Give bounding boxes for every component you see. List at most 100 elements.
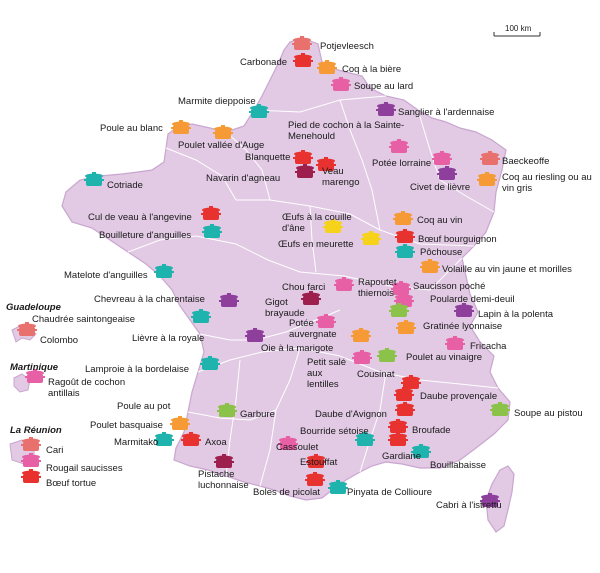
pot-icon: [306, 454, 326, 468]
region-border: [339, 99, 381, 231]
dish-label: Œufs en meurette: [278, 239, 354, 250]
dish-label: Cul de veau à l'angevine: [88, 212, 192, 223]
dish-label: Gigot brayaude: [265, 297, 305, 319]
dish-label: Poulet au vinaigre: [406, 352, 483, 363]
dish-label: Chevreau à la charentaise: [94, 294, 205, 305]
pot-markers: [17, 36, 510, 507]
reunion-dish-2: Rougail saucisses: [46, 463, 123, 474]
pot-icon: [377, 348, 397, 362]
pot-icon: [219, 293, 239, 307]
pot-icon: [490, 402, 510, 416]
dish-label: Broufade: [412, 425, 451, 436]
guadeloupe-title: Guadeloupe: [6, 302, 61, 313]
scale-bar: [493, 32, 541, 37]
dish-label: Poulet vallée d'Auge: [178, 140, 265, 151]
martinique-dish: Ragoût de cochon antillais: [48, 377, 126, 399]
pot-icon: [214, 454, 234, 468]
region-border: [197, 347, 499, 389]
dish-label: Cousinat: [357, 369, 395, 380]
pot-icon: [331, 77, 351, 91]
region-border: [309, 205, 317, 273]
france-mainland-shape: [61, 37, 511, 501]
pot-icon: [395, 402, 415, 416]
dish-label: Saucisson poché: [413, 281, 486, 292]
scale-label: 100 km: [505, 24, 532, 33]
dish-label: Civet de lièvre: [410, 182, 471, 193]
pot-icon: [432, 151, 452, 165]
dish-label: Baeckeoffe: [502, 156, 550, 167]
dish-label: Chaudrée saintongeaise: [32, 314, 135, 325]
dish-label: Cassoulet: [276, 442, 319, 453]
pot-icon: [394, 387, 414, 401]
dish-label: Rapoutet thiernois: [358, 277, 397, 299]
pot-icon: [389, 303, 409, 317]
pot-icon: [84, 172, 104, 186]
pot-icon: [393, 211, 413, 225]
pot-icon: [411, 444, 431, 458]
dish-label: Oie à la marigote: [261, 343, 334, 354]
dish-label: Potée lorraine: [372, 158, 432, 169]
dish-label: Lapin à la polenta: [478, 309, 554, 320]
reunion-dish-3: Bœuf tortue: [46, 478, 97, 489]
dish-label: Potjevleesch: [320, 41, 374, 52]
dish-label: Soupe au lard: [354, 81, 414, 92]
pot-icon: [249, 104, 269, 118]
dish-label: Lamproie à la bordelaise: [85, 364, 190, 375]
reunion-title: La Réunion: [10, 425, 62, 436]
pot-icon: [278, 436, 298, 450]
dish-label: Blanquette: [245, 152, 291, 163]
dish-label: Navarin d'agneau: [206, 173, 281, 184]
region-border: [236, 199, 475, 247]
dish-label: Estouffat: [300, 457, 338, 468]
pot-icon: [480, 493, 500, 507]
pot-icon: [293, 53, 313, 67]
pot-icon: [395, 244, 415, 258]
dish-label: Bouilleture d'anguilles: [99, 230, 192, 241]
pot-icon: [200, 356, 220, 370]
dish-label: Sanglier à l'ardennaise: [398, 107, 495, 118]
dish-label: Potée auvergnate: [289, 318, 337, 340]
dish-label: Poularde demi-deuil: [430, 294, 515, 305]
dish-label: Chou farci: [282, 282, 326, 293]
pot-icon: [351, 328, 371, 342]
dish-label: Bouillabaisse: [430, 460, 486, 471]
dish-label: Coq à la bière: [342, 64, 402, 75]
martinique-title: Martinique: [10, 362, 59, 373]
dish-label: Fricacha: [470, 341, 507, 352]
pot-icon: [154, 432, 174, 446]
dish-label: Matelote d'anguilles: [64, 270, 148, 281]
pot-icon: [292, 36, 312, 50]
dish-label: Pôchouse: [420, 247, 463, 258]
dish-label: Lièvre à la royale: [132, 333, 205, 344]
pot-icon: [202, 224, 222, 238]
dish-label: Boles de picolat: [253, 487, 321, 498]
dish-label: Veau marengo: [322, 166, 360, 188]
dish-label: Axoa: [205, 437, 227, 448]
dish-label: Volaille au vin jaune et morilles: [442, 264, 572, 275]
dish-label: Coq au riesling ou au vin gris: [502, 172, 592, 194]
dish-label: Poule au blanc: [100, 123, 163, 134]
dish-label: Bœuf bourguignon: [418, 234, 497, 245]
pot-icon: [334, 277, 354, 291]
pot-icon: [352, 350, 372, 364]
pot-icon: [21, 437, 41, 451]
dish-label: Daube d'Avignon: [315, 409, 387, 420]
pot-icon: [217, 403, 237, 417]
dish-label: Carbonade: [240, 57, 288, 68]
pot-icon: [391, 281, 411, 295]
pot-icon: [317, 60, 337, 74]
pot-icon: [420, 259, 440, 273]
pot-icon: [295, 164, 315, 178]
pot-icon: [361, 231, 381, 245]
dish-label: Marmitako: [114, 437, 159, 448]
dish-label: Pied de cochon à la Sainte-Menehould: [288, 120, 405, 142]
dish-label: Gardiane: [382, 451, 422, 462]
pot-icon: [245, 328, 265, 342]
pot-icon: [316, 314, 336, 328]
pot-icon: [355, 432, 375, 446]
pot-icon: [170, 416, 190, 430]
pot-icon: [25, 369, 45, 383]
dish-label: Bourride sétoise: [300, 426, 369, 437]
pot-icon: [17, 322, 37, 336]
